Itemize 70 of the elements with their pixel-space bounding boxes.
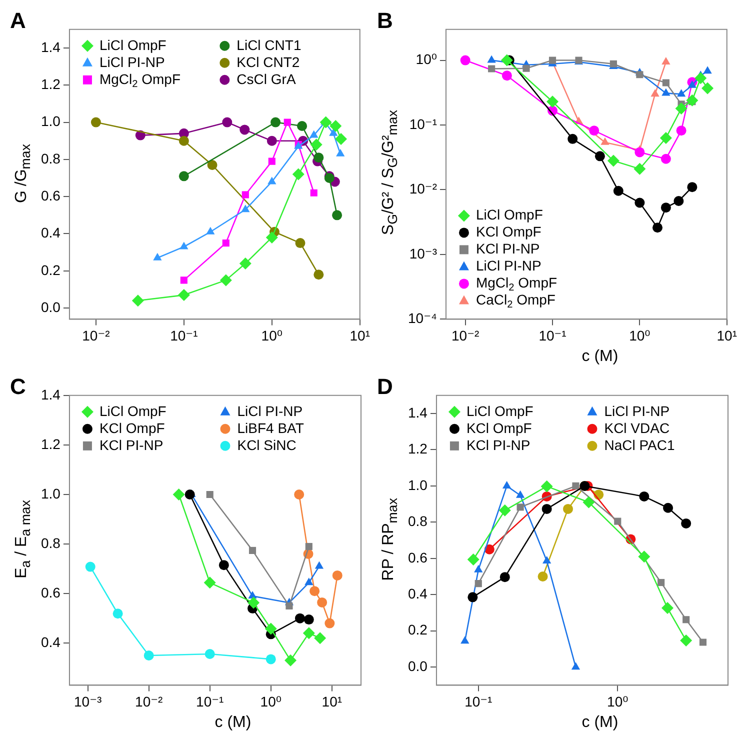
legend-label: KCl CNT2 <box>236 54 300 70</box>
x-tick-label: 10⁻² <box>135 693 163 710</box>
legend-label: KCl OmpF <box>466 420 532 436</box>
y-tick-label: 10⁻¹ <box>409 116 438 132</box>
y-tick-label: 1.0 <box>408 476 428 493</box>
legend-label: LiCl PI-NP <box>99 54 165 70</box>
y-tick-label: 10⁻² <box>409 180 438 197</box>
y-tick-label: 0.2 <box>408 622 428 638</box>
x-tick-label: 10⁻¹ <box>196 693 224 710</box>
x-tick-label: 10⁰ <box>260 693 282 710</box>
x-tick-label: 10⁻¹ <box>538 327 567 344</box>
y-tick-label: 10⁻³ <box>409 245 438 262</box>
legend-label: LiCl OmpF <box>99 36 166 53</box>
legend-label: LiCl CNT1 <box>236 36 302 53</box>
y-tick-label: 0.6 <box>408 549 428 566</box>
legend-label: LiCl OmpF <box>466 402 534 419</box>
y-tick-label: 1.0 <box>40 113 61 130</box>
legend-label: LiCl PI-NP <box>604 402 670 419</box>
x-tick-label: 10⁻² <box>82 327 110 344</box>
y-tick-label: 0.6 <box>40 584 61 600</box>
y-tick-label: 0.4 <box>40 224 61 241</box>
legend-label: LiCl OmpF <box>476 206 543 223</box>
chart-title: C <box>10 374 26 400</box>
x-axis-title: c (M) <box>580 348 620 366</box>
y-tick-label: 10⁰ <box>416 51 438 68</box>
chart-title: A <box>10 8 26 34</box>
y-tick-label: 1.4 <box>40 386 61 402</box>
legend-label: LiBF4 BAT <box>237 420 304 436</box>
y-tick-label: 0.8 <box>40 534 61 551</box>
y-tick-label: 0.2 <box>40 262 61 278</box>
x-tick-label: 10¹ <box>716 327 738 344</box>
y-tick-label: 0.0 <box>40 298 61 315</box>
y-tick-label: 1.4 <box>40 38 61 55</box>
y-tick-label: 0.8 <box>408 513 428 530</box>
x-tick-label: 10⁻³ <box>74 693 102 710</box>
chart-title: B <box>377 8 393 34</box>
y-tick-label: 0.6 <box>40 187 61 204</box>
x-tick-label: 10¹ <box>322 693 342 710</box>
legend-label: LiCl OmpF <box>99 402 166 419</box>
x-tick-label: 10⁻² <box>452 327 480 344</box>
legend-label: LiCl PI-NP <box>476 258 542 274</box>
x-tick-label: 10¹ <box>350 327 370 344</box>
legend-label: KCl OmpF <box>99 420 165 436</box>
y-tick-label: 10⁻⁴ <box>408 310 437 326</box>
y-tick-label: 0.4 <box>40 634 61 650</box>
legend-label: LiCl PI-NP <box>237 402 303 419</box>
y-tick-label: 1.0 <box>40 485 61 502</box>
legend-label: KCl OmpF <box>476 224 542 240</box>
x-tick-label: 10⁻¹ <box>170 327 198 344</box>
x-tick-label: 10⁰ <box>607 693 629 710</box>
legend-label: CsCl GrA <box>236 70 296 87</box>
y-tick-label: 1.4 <box>408 404 428 420</box>
y-tick-label: 0.4 <box>408 585 428 602</box>
y-tick-label: 1.2 <box>40 436 61 452</box>
legend-label: KCl PI-NP <box>99 436 164 453</box>
x-tick-label: 10⁰ <box>629 327 651 344</box>
legend-label: KCl SiNC <box>237 436 296 453</box>
y-tick-label: 0.8 <box>40 150 61 166</box>
legend-label: KCl PI-NP <box>466 436 530 453</box>
y-tick-label: 0.0 <box>408 658 428 674</box>
legend-label: NaCl PAC1 <box>604 436 675 453</box>
y-tick-label: 1.2 <box>40 76 61 92</box>
legend-label: KCl VDAC <box>604 420 670 436</box>
x-axis-title: c (M) <box>580 714 620 732</box>
legend-label: KCl PI-NP <box>476 240 540 257</box>
x-tick-label: 10⁰ <box>261 327 283 344</box>
y-tick-label: 1.2 <box>408 440 428 457</box>
x-axis-title: c (M) <box>214 714 252 732</box>
chart-title: D <box>377 374 393 400</box>
x-tick-label: 10⁻¹ <box>464 693 493 710</box>
